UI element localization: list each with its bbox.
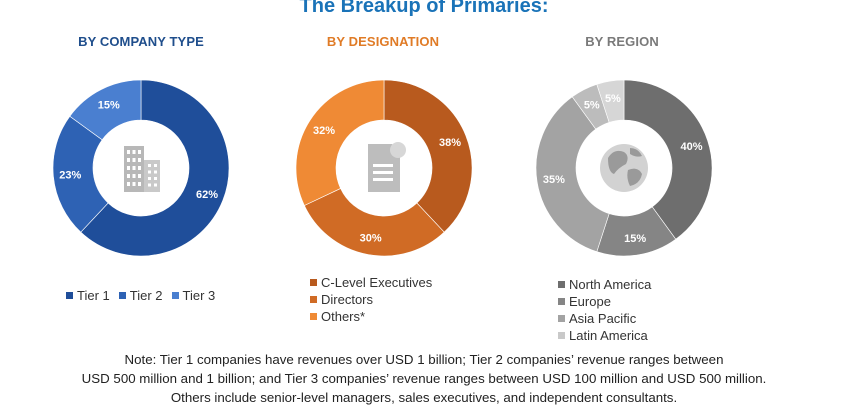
legend-label: Latin America bbox=[569, 328, 648, 343]
legend-label: Tier 1 bbox=[77, 288, 110, 303]
legend-item: Latin America bbox=[558, 327, 651, 344]
slice-label-2: 35% bbox=[543, 174, 565, 186]
legend-label: Others* bbox=[321, 309, 366, 324]
legend-item: Directors bbox=[310, 291, 432, 308]
slice-4 bbox=[596, 79, 625, 123]
legend-item: Europe bbox=[558, 293, 651, 310]
legend-label: C-Level Executives bbox=[321, 275, 433, 290]
slice-label-2: 15% bbox=[98, 100, 120, 112]
slice-label-3: 5% bbox=[584, 100, 600, 112]
slice-label-0: 40% bbox=[681, 141, 703, 153]
company-type-legend: Tier 1 Tier 2 Tier 3 bbox=[66, 288, 224, 303]
region-legend: North America Europe Asia Pacific Latin Ame… bbox=[558, 276, 651, 344]
page-title: The Breakup of Primaries: bbox=[299, 0, 549, 17]
legend-swatch bbox=[558, 298, 565, 305]
legend-swatch bbox=[118, 292, 126, 299]
slice-0 bbox=[80, 79, 230, 257]
slice-label-1: 30% bbox=[360, 233, 382, 245]
legend-label: Tier 3 bbox=[182, 288, 216, 303]
legend-item: North America bbox=[558, 276, 651, 293]
slice-label-4: 5% bbox=[605, 93, 621, 105]
legend-item: Tier 1 bbox=[66, 288, 110, 303]
legend-swatch bbox=[558, 332, 565, 339]
footnote-line-2: USD 500 million and 1 billion; and Tier … bbox=[81, 371, 767, 386]
legend-swatch bbox=[310, 279, 317, 286]
footnote: Note: Tier 1 companies have revenues ove… bbox=[0, 350, 848, 407]
legend-item: C-Level Executives bbox=[310, 274, 432, 291]
slice-1 bbox=[303, 188, 445, 257]
legend-label: Asia Pacific bbox=[569, 311, 637, 326]
legend-swatch bbox=[310, 313, 317, 320]
slice-2 bbox=[535, 96, 610, 253]
footnote-line-1: Note: Tier 1 companies have revenues ove… bbox=[124, 352, 724, 367]
region-chart-title: BY REGION bbox=[585, 34, 659, 49]
slice-label-1: 15% bbox=[624, 233, 646, 245]
globe-icon bbox=[600, 144, 648, 192]
legend-item: Asia Pacific bbox=[558, 310, 651, 327]
designation-chart-title: BY DESIGNATION bbox=[326, 34, 440, 49]
slice-label-1: 23% bbox=[59, 170, 81, 182]
legend-swatch bbox=[558, 315, 565, 322]
designation-legend: C-Level Executives Directors Others* bbox=[310, 274, 432, 325]
legend-swatch bbox=[558, 281, 565, 288]
document-icon bbox=[368, 142, 406, 192]
legend-label: Europe bbox=[569, 294, 611, 309]
building-icon bbox=[124, 146, 160, 192]
slice-label-0: 38% bbox=[439, 137, 461, 149]
slice-0 bbox=[623, 79, 713, 240]
slice-0 bbox=[383, 79, 473, 233]
footnote-line-3: Others include senior-level managers, sa… bbox=[170, 390, 678, 405]
legend-swatch bbox=[310, 296, 317, 303]
legend-item: Tier 2 bbox=[118, 288, 163, 303]
company-type-donut: 62% 23% 15% bbox=[52, 79, 230, 257]
slice-label-0: 62% bbox=[196, 189, 218, 201]
region-donut: 40% 15% 35% 5% 5% bbox=[535, 79, 713, 257]
legend-item: Others* bbox=[310, 308, 432, 325]
legend-item: Tier 3 bbox=[171, 288, 216, 303]
legend-label: Tier 2 bbox=[129, 288, 163, 303]
company-type-chart-title: BY COMPANY TYPE bbox=[78, 34, 204, 49]
slice-label-2: 32% bbox=[313, 125, 335, 137]
legend-swatch bbox=[66, 292, 73, 299]
designation-donut: 38% 30% 32% bbox=[295, 79, 473, 257]
legend-label: Directors bbox=[321, 292, 374, 307]
legend-swatch bbox=[171, 292, 179, 299]
slice-2 bbox=[295, 79, 385, 206]
slice-2 bbox=[69, 79, 142, 141]
legend-label: North America bbox=[569, 277, 652, 292]
